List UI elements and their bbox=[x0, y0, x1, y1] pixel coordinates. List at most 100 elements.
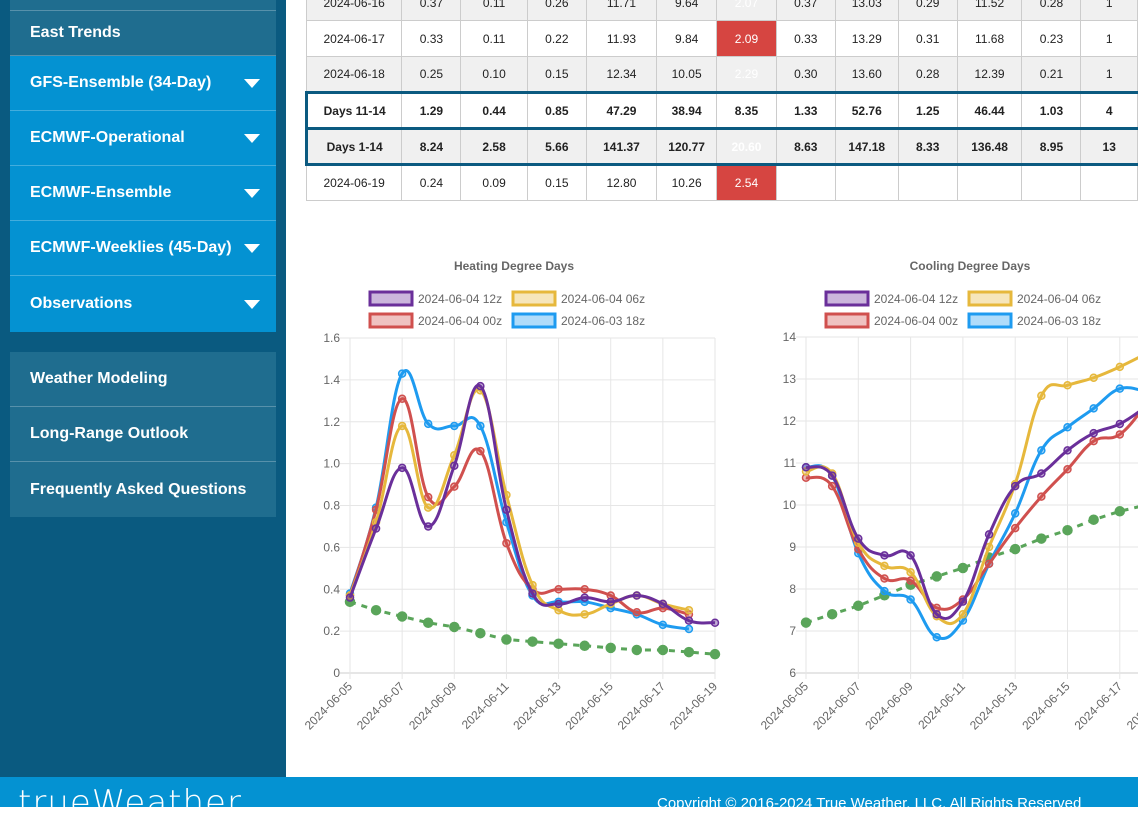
data-point bbox=[423, 419, 433, 429]
data-point bbox=[450, 461, 459, 470]
data-point bbox=[984, 559, 994, 569]
sidebar-item-gfs-ensemble[interactable]: GFS-Ensemble (34-Day) bbox=[10, 56, 276, 111]
y-tick-label: 8 bbox=[789, 582, 796, 596]
data-point bbox=[1063, 465, 1072, 474]
data-point bbox=[1089, 373, 1098, 382]
data-point bbox=[1010, 509, 1020, 518]
data-point bbox=[684, 605, 694, 615]
data-point bbox=[932, 609, 941, 619]
table-cell: 0.11 bbox=[460, 20, 528, 57]
table-row: 2024-06-16 0.37 0.11 0.26 11.71 9.64 2.07 0.37 1… bbox=[305, 0, 1138, 21]
data-point bbox=[683, 646, 695, 658]
data-point bbox=[1063, 423, 1072, 432]
data-point bbox=[984, 542, 994, 552]
table-cell: 2.07 bbox=[716, 0, 777, 21]
table-cell: 38.94 bbox=[656, 91, 718, 130]
y-tick-label: 6 bbox=[789, 666, 796, 680]
copyright: Copyright © 2016-2024 True Weather, LLC.… bbox=[657, 795, 1082, 812]
table-cell: 47.29 bbox=[585, 91, 658, 130]
sidebar-item-east-trends[interactable]: East Trends bbox=[10, 11, 276, 56]
table-cell: 0.28 bbox=[897, 56, 958, 93]
data-point bbox=[1089, 428, 1098, 438]
table-cell: 0.22 bbox=[526, 20, 587, 57]
chevron-down-icon bbox=[244, 300, 260, 309]
x-tick-label: 2024-06-11 bbox=[915, 679, 968, 732]
sidebar-item-label: ECMWF-Operational bbox=[30, 129, 185, 146]
legend-swatch bbox=[368, 290, 414, 307]
data-point bbox=[657, 644, 669, 656]
y-tick-label: 13 bbox=[783, 372, 797, 386]
sidebar-item-ecmwf-operational[interactable]: ECMWF-Operational bbox=[10, 111, 276, 166]
data-point bbox=[854, 534, 863, 543]
x-tick-label: 2024-06-05 bbox=[758, 679, 812, 733]
data-point bbox=[423, 492, 433, 502]
y-tick-label: 0.4 bbox=[323, 582, 340, 596]
sidebar-link-long-range-outlook[interactable]: Long-Range Outlook bbox=[10, 407, 276, 462]
y-tick-label: 11 bbox=[784, 456, 797, 470]
legend-label: 2024-06-03 18z bbox=[561, 314, 645, 328]
table-cell bbox=[775, 164, 836, 201]
data-point bbox=[1115, 430, 1125, 439]
x-tick-label: 2024-06-15 bbox=[563, 679, 617, 733]
sidebar-item-label: GFS-Ensemble (34-Day) bbox=[30, 74, 212, 91]
y-tick-label: 0.6 bbox=[323, 540, 340, 554]
data-point bbox=[396, 611, 408, 622]
data-point bbox=[801, 462, 811, 472]
row-label: Days 1-14 bbox=[304, 127, 403, 166]
y-tick-label: 0 bbox=[333, 666, 340, 680]
x-tick-label: 2024-06-17 bbox=[1072, 679, 1126, 733]
x-tick-label: 2024-06-09 bbox=[406, 679, 460, 733]
data-point bbox=[684, 624, 694, 634]
y-tick-label: 10 bbox=[783, 498, 797, 512]
sidebar-link-faq[interactable]: Frequently Asked Questions bbox=[10, 462, 276, 517]
sidebar-item-observations[interactable]: Observations bbox=[10, 276, 276, 332]
legend-swatch bbox=[824, 290, 870, 307]
data-point bbox=[709, 648, 721, 660]
logo[interactable]: trueWeather bbox=[18, 783, 242, 823]
x-tick-label: 2024-06-13 bbox=[967, 679, 1021, 733]
table-cell bbox=[956, 164, 1023, 201]
sidebar-item-ecmwf-weeklies[interactable]: ECMWF-Weeklies (45-Day) bbox=[10, 221, 276, 276]
chart-title: Cooling Degree Days bbox=[910, 259, 1031, 273]
data-point bbox=[1114, 506, 1126, 517]
table-cell: 8.24 bbox=[401, 127, 462, 166]
data-point bbox=[958, 609, 968, 619]
legend-swatch bbox=[967, 290, 1013, 307]
x-tick-label: 2024-06-05 bbox=[302, 679, 356, 733]
sidebar-item-label: ECMWF-Ensemble bbox=[30, 184, 172, 201]
table-cell: 141.37 bbox=[585, 127, 658, 166]
data-point bbox=[553, 638, 564, 649]
table-cell: 1.33 bbox=[775, 91, 836, 130]
x-tick-label: 2024-06-07 bbox=[810, 679, 864, 733]
y-tick-label: 9 bbox=[789, 540, 796, 554]
data-point bbox=[449, 621, 460, 633]
data-point bbox=[1063, 381, 1072, 390]
table-cell bbox=[897, 164, 958, 201]
sidebar-link-label: Long-Range Outlook bbox=[30, 425, 189, 442]
table-cell: 147.18 bbox=[834, 127, 899, 166]
data-point bbox=[580, 593, 589, 602]
table-cell: 1.03 bbox=[1021, 91, 1082, 130]
table-cell: 52.76 bbox=[834, 91, 899, 130]
data-point bbox=[397, 369, 407, 378]
row-label: 2024-06-18 bbox=[305, 56, 403, 93]
data-point bbox=[880, 574, 889, 583]
legend-swatch bbox=[511, 312, 557, 329]
series-line bbox=[805, 410, 1138, 620]
data-point bbox=[345, 593, 355, 602]
data-point bbox=[957, 562, 969, 574]
sidebar-link-weather-modeling[interactable]: Weather Modeling bbox=[10, 352, 276, 407]
data-point bbox=[826, 608, 838, 620]
table-cell: 2.58 bbox=[460, 127, 528, 166]
summary-row: Days 1-14 8.24 2.58 5.66 141.37 120.77 20.60 8.… bbox=[304, 127, 1138, 166]
legend-label: 2024-06-04 06z bbox=[1017, 292, 1101, 306]
table-cell: 0.25 bbox=[401, 56, 462, 93]
sidebar-item-previous[interactable] bbox=[10, 0, 276, 11]
legend-label: 2024-06-04 00z bbox=[418, 314, 502, 328]
table-cell: 10.26 bbox=[656, 164, 718, 201]
legend-label: 2024-06-04 12z bbox=[418, 292, 502, 306]
x-tick-label: 2024-06-15 bbox=[1019, 679, 1073, 733]
sidebar-item-ecmwf-ensemble[interactable]: ECMWF-Ensemble bbox=[10, 166, 276, 221]
data-point bbox=[422, 617, 434, 628]
data-point bbox=[827, 471, 837, 480]
